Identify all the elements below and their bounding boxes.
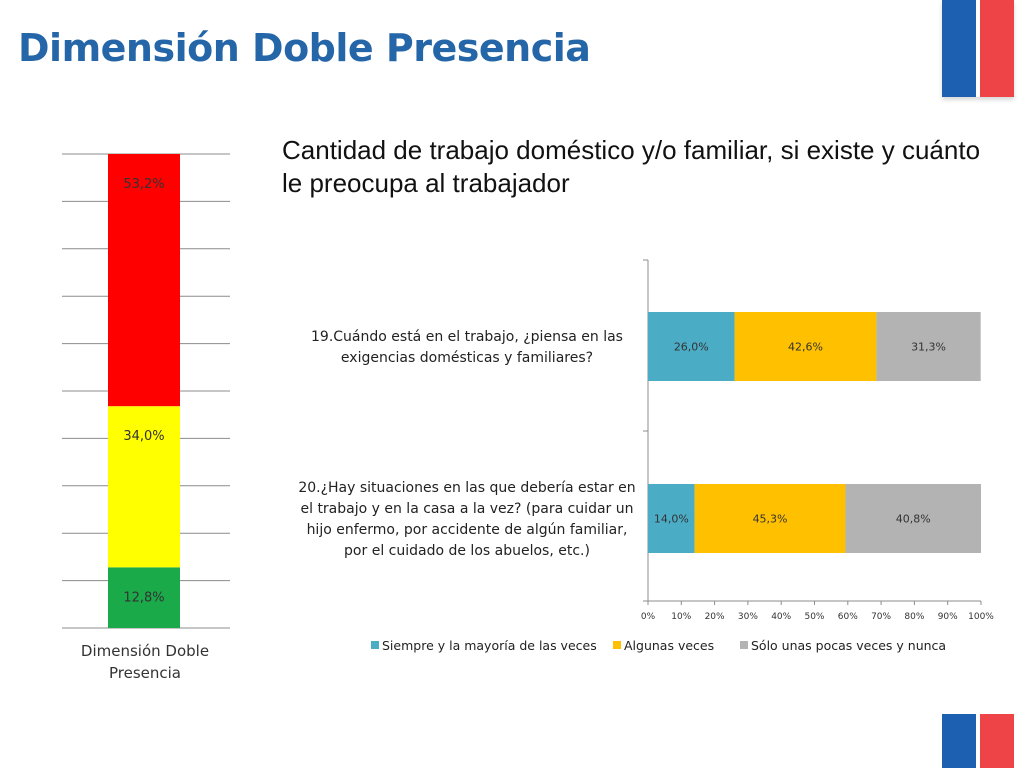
legend-swatch [371, 641, 379, 649]
data-label: 34,0% [123, 429, 164, 444]
data-label: 53,2% [123, 177, 164, 192]
legend-label: Siempre y la mayoría de las veces [382, 638, 597, 653]
stacked-bar-segment [648, 312, 735, 381]
x-tick-label: 50% [804, 612, 824, 622]
x-tick-label: 0% [641, 612, 656, 622]
data-label: 12,8% [123, 590, 164, 605]
items-stacked-bar-chart: 0% 10% 20% 30% 40% 50% 60% 70% 80% 90% 100% 26,0% 42… [298, 259, 994, 653]
x-tick-label: 90% [938, 612, 958, 622]
stacked-bar-segment [876, 312, 981, 381]
stacked-bar-segment [694, 484, 846, 553]
x-tick-label: 80% [904, 612, 924, 622]
flag-logo-top [942, 0, 1014, 97]
x-tick-label: 40% [771, 612, 791, 622]
x-tick-label: 20% [705, 612, 725, 622]
stacked-bar-segment [648, 484, 695, 553]
stacked-segment [108, 406, 180, 568]
data-label: 14,0% [654, 513, 689, 526]
stacked-segment [108, 567, 180, 628]
stacked-bar-segment [845, 484, 981, 553]
flag-logo-bottom [942, 714, 1014, 768]
x-tick-label: 60% [838, 612, 858, 622]
data-label: 26,0% [674, 341, 709, 354]
x-tick-label: 70% [871, 612, 891, 622]
summary-stacked-column-chart: 12,8% 34,0% 53,2% Dimensión Doble Presencia [62, 153, 230, 682]
category-label: 19.Cuándo está en el trabajo, ¿piensa en… [311, 329, 623, 366]
x-tick-label: 100% [968, 612, 994, 622]
slide-title: Dimensión Doble Presencia [18, 26, 591, 70]
legend-label: Sólo unas pocas veces y nunca [751, 638, 946, 653]
legend-swatch [740, 641, 748, 649]
data-label: 42,6% [788, 341, 823, 354]
x-tick-label: 30% [738, 612, 758, 622]
stacked-segment [108, 154, 180, 407]
data-label: 40,8% [896, 513, 931, 526]
category-label: 20.¿Hay situaciones en las que debería e… [298, 480, 635, 559]
legend-swatch [613, 641, 621, 649]
chart-subtitle: Cantidad de trabajo doméstico y/o famili… [282, 135, 981, 198]
category-label: Dimensión Doble Presencia [81, 642, 209, 682]
legend-label: Algunas veces [624, 638, 714, 653]
data-label: 31,3% [911, 341, 946, 354]
data-label: 45,3% [753, 513, 788, 526]
stacked-bar-segment [734, 312, 877, 381]
x-tick-label: 10% [671, 612, 691, 622]
